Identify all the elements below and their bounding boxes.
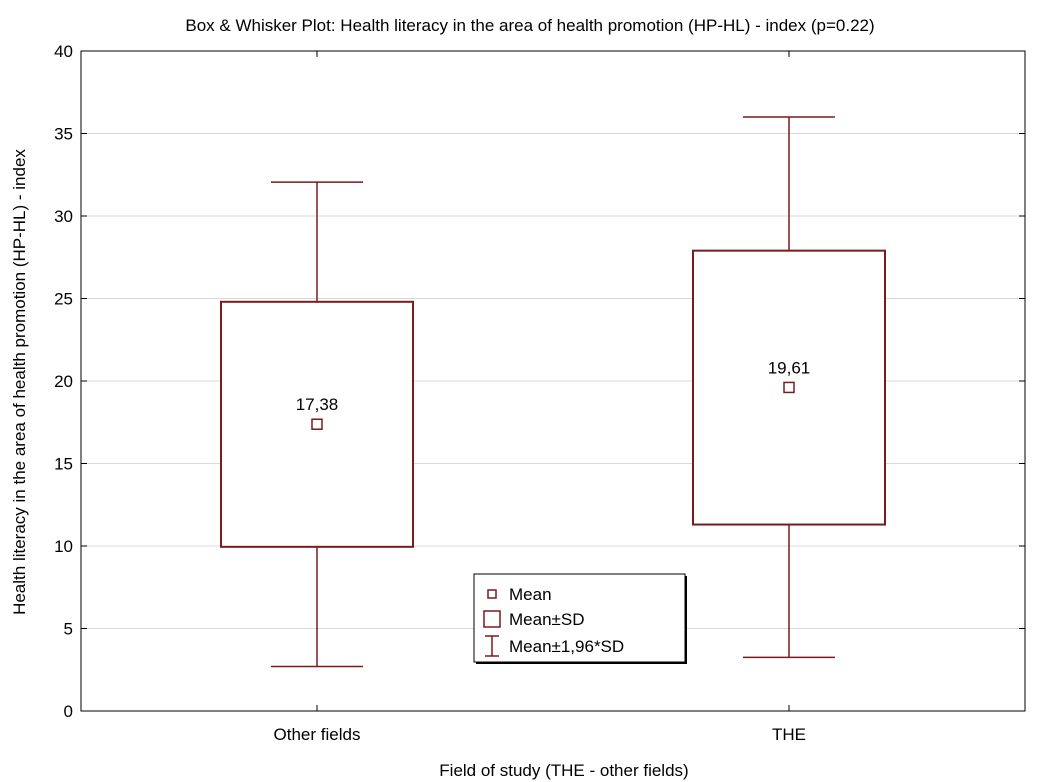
y-tick-label: 35 xyxy=(54,125,73,144)
legend-swatch-sd xyxy=(483,610,501,628)
box-series: 17,38 19,61 xyxy=(220,116,886,668)
y-tick-label: 25 xyxy=(54,290,73,309)
box-group: 19,61 xyxy=(692,116,886,659)
box-group: 17,38 xyxy=(220,181,414,668)
legend: Mean Mean±SD Mean±1,96*SD xyxy=(473,573,687,664)
y-tick-label: 30 xyxy=(54,207,73,226)
x-tick-label: Other fields xyxy=(274,725,361,744)
chart-title: Box & Whisker Plot: Health literacy in t… xyxy=(185,16,874,35)
x-axis-label: Field of study (THE - other fields) xyxy=(439,761,688,780)
mean-data-label: 17,38 xyxy=(296,395,339,414)
y-axis-ticks: 0 5 10 15 20 25 30 35 40 xyxy=(54,42,1025,721)
y-tick-label: 10 xyxy=(54,537,73,556)
y-axis-label: Health literacy in the area of health pr… xyxy=(10,149,29,615)
legend-label: Mean±SD xyxy=(509,610,584,629)
y-tick-label: 40 xyxy=(54,42,73,61)
legend-label: Mean xyxy=(509,585,552,604)
y-tick-label: 0 xyxy=(64,702,73,721)
legend-box xyxy=(473,573,686,663)
y-tick-label: 20 xyxy=(54,372,73,391)
mean-data-label: 19,61 xyxy=(768,358,811,377)
mean-marker xyxy=(311,418,323,430)
mean-marker xyxy=(783,381,795,394)
legend-swatch-mean xyxy=(487,589,497,599)
x-axis-ticks: Other fields THE xyxy=(274,51,806,744)
x-tick-label: THE xyxy=(772,725,806,744)
y-tick-label: 5 xyxy=(64,620,73,639)
legend-label: Mean±1,96*SD xyxy=(509,637,624,656)
y-tick-label: 15 xyxy=(54,455,73,474)
